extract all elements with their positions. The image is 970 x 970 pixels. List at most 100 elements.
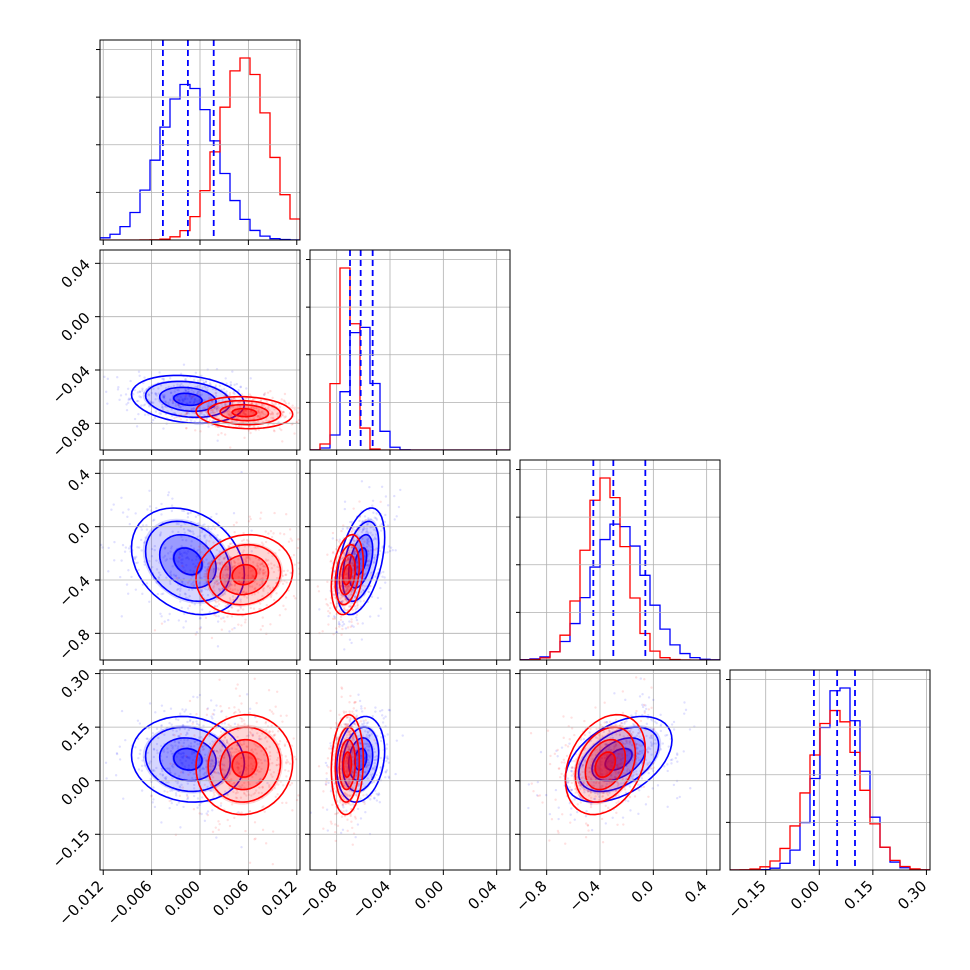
scatter-point xyxy=(133,555,136,559)
scatter-point xyxy=(116,376,119,379)
scatter-point xyxy=(233,561,236,564)
scatter-point xyxy=(209,408,213,411)
scatter-point xyxy=(372,780,376,784)
scatter-point xyxy=(628,740,632,743)
scatter-point xyxy=(191,574,194,578)
scatter-point xyxy=(155,749,159,752)
scatter-point xyxy=(234,748,237,751)
scatter-point xyxy=(357,693,360,696)
scatter-point xyxy=(257,410,260,414)
scatter-point xyxy=(294,597,297,600)
scatter-point xyxy=(199,409,202,412)
scatter-point xyxy=(195,555,198,558)
scatter-point xyxy=(203,719,207,723)
contour-line xyxy=(172,547,203,576)
scatter-point xyxy=(253,677,256,680)
scatter-point xyxy=(253,742,256,746)
scatter-point xyxy=(335,605,338,609)
scatter-point xyxy=(341,589,345,592)
scatter-point xyxy=(269,589,273,592)
scatter-point xyxy=(213,581,217,584)
scatter-point xyxy=(135,555,138,559)
scatter-point xyxy=(243,792,246,796)
scatter-point xyxy=(380,485,384,488)
scatter-point xyxy=(334,790,338,793)
scatter-point xyxy=(191,584,194,588)
scatter-point xyxy=(371,768,374,771)
scatter-point xyxy=(206,565,209,569)
scatter-point xyxy=(346,716,350,719)
scatter-point xyxy=(205,775,209,779)
scatter-point xyxy=(182,551,186,554)
scatter-point xyxy=(239,385,242,388)
scatter-point xyxy=(274,705,277,708)
scatter-point xyxy=(190,583,193,586)
scatter-point xyxy=(241,558,245,562)
scatter-point xyxy=(217,433,220,437)
scatter-point xyxy=(234,796,238,799)
scatter-point xyxy=(245,556,248,559)
scatter-point xyxy=(345,797,349,801)
x-tick-label: 0.00 xyxy=(411,877,447,913)
scatter-point xyxy=(250,762,253,766)
scatter-point xyxy=(174,404,178,407)
scatter-point xyxy=(607,759,611,763)
scatter-point xyxy=(351,569,355,573)
scatter-point xyxy=(232,565,236,568)
scatter-point xyxy=(187,588,191,592)
scatter-point xyxy=(215,409,219,413)
scatter-point xyxy=(347,585,351,589)
panel-1-1 xyxy=(306,249,511,455)
scatter-point xyxy=(654,742,658,745)
scatter-point xyxy=(240,764,243,768)
scatter-point xyxy=(367,560,370,563)
scatter-point xyxy=(236,768,240,772)
scatter-point xyxy=(216,771,219,774)
scatter-point xyxy=(215,512,218,516)
scatter-point xyxy=(185,402,189,405)
scatter-point xyxy=(206,785,209,789)
scatter-point xyxy=(228,412,231,415)
scatter-point xyxy=(355,759,358,763)
scatter-point xyxy=(221,399,224,402)
scatter-point xyxy=(234,564,237,567)
scatter-point xyxy=(179,600,182,603)
scatter-point xyxy=(214,562,217,566)
scatter-point xyxy=(225,727,228,731)
scatter-point xyxy=(344,793,347,797)
scatter-point xyxy=(354,716,358,719)
scatter-point xyxy=(351,755,355,759)
scatter-point xyxy=(179,732,183,736)
scatter-point xyxy=(194,371,198,374)
scatter-point xyxy=(353,815,357,819)
scatter-point xyxy=(352,800,355,804)
scatter-point xyxy=(181,398,184,402)
scatter-point xyxy=(203,582,206,586)
scatter-point xyxy=(375,537,378,541)
scatter-point xyxy=(197,522,200,525)
scatter-point xyxy=(222,756,226,760)
scatter-point xyxy=(350,618,353,621)
scatter-point xyxy=(350,745,353,749)
scatter-point xyxy=(157,575,160,579)
scatter-point xyxy=(355,794,359,797)
scatter-point xyxy=(189,771,192,774)
scatter-point xyxy=(347,557,351,561)
scatter-point xyxy=(365,558,369,561)
scatter-point xyxy=(203,753,207,756)
scatter-point xyxy=(219,804,223,807)
scatter-point xyxy=(348,747,351,751)
scatter-point xyxy=(385,769,389,772)
scatter-point xyxy=(214,425,217,428)
scatter-point xyxy=(350,520,354,524)
scatter-point xyxy=(207,527,210,530)
scatter-point xyxy=(350,526,354,530)
scatter-point xyxy=(189,569,192,572)
scatter-point xyxy=(366,531,370,534)
scatter-point xyxy=(337,776,340,779)
y-tick-label: −0.08 xyxy=(49,415,94,460)
scatter-point xyxy=(268,708,272,712)
scatter-point xyxy=(594,791,597,795)
scatter-point xyxy=(360,530,364,534)
scatter-point xyxy=(254,587,257,590)
